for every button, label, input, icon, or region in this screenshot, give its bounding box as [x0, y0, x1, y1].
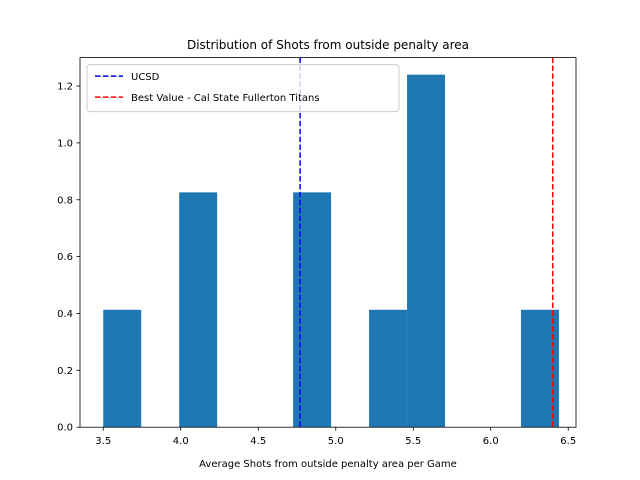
- legend: UCSD Best Value - Cal State Fullerton Tit…: [86, 64, 400, 113]
- y-axis: 0.0 0.2 0.4 0.6 0.8 1.0 1.2: [57, 82, 80, 434]
- x-axis-label: Average Shots from outside penalty area …: [199, 459, 457, 470]
- x-tick-label: 6.0: [483, 436, 499, 447]
- y-tick-label: 0.4: [57, 309, 73, 320]
- histogram-bar: [407, 74, 446, 428]
- y-tick-label: 1.2: [57, 82, 73, 93]
- histogram-bar: [293, 192, 332, 428]
- reference-lines-layer: [299, 57, 554, 428]
- chart-title: Distribution of Shots from outside penal…: [187, 38, 469, 52]
- x-axis: 3.5 4.0 4.5 5.0 5.5 6.0 6.5: [95, 427, 576, 447]
- histogram-bar: [103, 309, 142, 428]
- histogram-bar: [179, 192, 218, 428]
- y-tick-label: 0.2: [57, 366, 73, 377]
- x-tick-label: 5.0: [328, 436, 344, 447]
- x-tick-label: 5.5: [405, 436, 421, 447]
- x-tick-label: 6.5: [560, 436, 576, 447]
- legend-box: [86, 64, 400, 113]
- legend-label: UCSD: [131, 72, 160, 83]
- histogram-bar: [369, 309, 408, 428]
- bars-layer: [103, 74, 559, 428]
- plot-frame: [79, 57, 577, 428]
- x-tick-label: 3.5: [95, 436, 111, 447]
- y-tick-label: 0.6: [57, 252, 73, 263]
- y-tick-label: 0.8: [57, 195, 73, 206]
- legend-label: Best Value - Cal State Fullerton Titans: [131, 93, 320, 104]
- y-tick-label: 1.0: [57, 138, 73, 149]
- x-tick-label: 4.5: [250, 436, 266, 447]
- x-tick-label: 4.0: [173, 436, 189, 447]
- y-tick-label: 0.0: [57, 423, 73, 434]
